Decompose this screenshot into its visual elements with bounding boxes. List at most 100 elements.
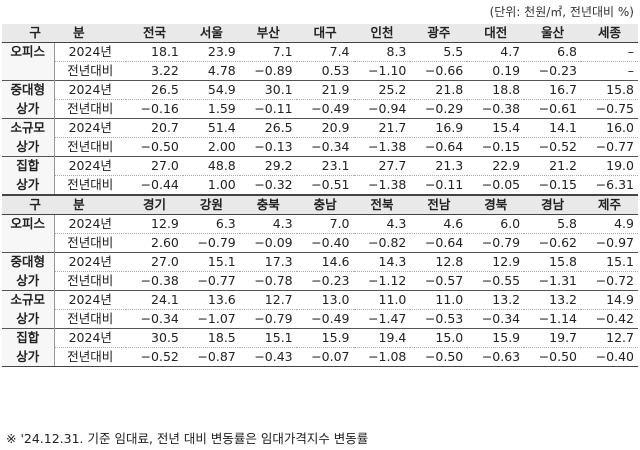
header-row: 구 분 전국 서울 부산 대구 인천 광주 대전 울산 세종 bbox=[2, 24, 638, 43]
category-label: 중대형 bbox=[2, 252, 54, 272]
rent-value: 21.3 bbox=[410, 156, 468, 176]
table-row: 전년대비 3.22 4.78 −0.89 0.53 −1.10 −0.66 0.19 −0.23… bbox=[2, 61, 638, 81]
rent-value: 12.7 bbox=[239, 290, 297, 310]
change-label: 전년대비 bbox=[53, 347, 127, 367]
region-header: 제주 bbox=[581, 194, 638, 215]
rent-value: 24.1 bbox=[126, 290, 183, 310]
rent-value: 21.2 bbox=[524, 156, 582, 176]
category-label: 상가 bbox=[2, 137, 54, 157]
change-value: −0.63 bbox=[467, 347, 525, 367]
rent-value: 30.1 bbox=[239, 80, 297, 100]
rent-value: 13.6 bbox=[182, 290, 240, 310]
region-header: 부산 bbox=[239, 24, 297, 43]
category-label bbox=[2, 233, 54, 253]
change-value: −0.05 bbox=[467, 175, 525, 196]
rent-value: 11.0 bbox=[410, 290, 468, 310]
change-label: 전년대비 bbox=[53, 99, 127, 119]
category-label: 상가 bbox=[2, 309, 54, 329]
rent-value: 14.3 bbox=[353, 252, 411, 272]
region-header: 경남 bbox=[524, 194, 582, 215]
change-value: −1.12 bbox=[353, 271, 411, 291]
change-value: 4.78 bbox=[182, 61, 240, 81]
rent-value: 6.0 bbox=[467, 214, 525, 234]
rent-value: 5.8 bbox=[524, 214, 582, 234]
rent-value: 4.3 bbox=[239, 214, 297, 234]
region-header: 강원 bbox=[182, 194, 240, 215]
change-value: −0.50 bbox=[410, 347, 468, 367]
header-row: 구 분 경기 강원 충북 충남 전북 전남 경북 경남 제주 bbox=[2, 194, 638, 215]
change-value: 2.60 bbox=[126, 233, 183, 253]
region-header: 충북 bbox=[239, 194, 297, 215]
rent-value: 26.5 bbox=[126, 80, 183, 100]
rent-value: 23.1 bbox=[296, 156, 354, 176]
table-row: 상가 전년대비 −0.38 −0.77 −0.78 −0.23 −1.12 −0.57 −0.5… bbox=[2, 271, 638, 291]
change-value: −0.40 bbox=[296, 233, 354, 253]
change-value: 0.53 bbox=[296, 61, 354, 81]
year-label: 2024년 bbox=[53, 252, 127, 272]
change-value: −1.38 bbox=[353, 137, 411, 157]
rent-value: 7.4 bbox=[296, 42, 354, 62]
change-value: −0.64 bbox=[410, 137, 468, 157]
change-value: −0.82 bbox=[353, 233, 411, 253]
table-row: 상가 전년대비 −0.52 −0.87 −0.43 −0.07 −1.08 −0.50 −0.6… bbox=[2, 347, 638, 367]
rent-value: 18.8 bbox=[467, 80, 525, 100]
region-header: 대구 bbox=[296, 24, 354, 43]
change-value: −0.38 bbox=[126, 271, 183, 291]
change-value: −0.16 bbox=[126, 99, 183, 119]
category-label: 상가 bbox=[2, 271, 54, 291]
change-value: −0.44 bbox=[126, 175, 183, 196]
change-value: – bbox=[581, 61, 638, 81]
table-row: 상가 전년대비 −0.44 1.00 −0.32 −0.51 −1.38 −0.11 −0.05… bbox=[2, 175, 638, 196]
rent-value: 21.9 bbox=[296, 80, 354, 100]
change-value: −0.29 bbox=[410, 99, 468, 119]
rent-value: 6.3 bbox=[182, 214, 240, 234]
change-value: −0.75 bbox=[581, 99, 638, 119]
rent-value: 15.9 bbox=[467, 328, 525, 348]
change-value: −0.07 bbox=[296, 347, 354, 367]
change-value: 0.19 bbox=[467, 61, 525, 81]
change-value: −0.87 bbox=[182, 347, 240, 367]
table-row: 상가 전년대비 −0.16 1.59 −0.11 −0.49 −0.94 −0.29 −0.38… bbox=[2, 99, 638, 119]
change-value: −0.49 bbox=[296, 99, 354, 119]
rent-value: 11.0 bbox=[353, 290, 411, 310]
rent-value: 20.7 bbox=[126, 118, 183, 138]
table-row: 집합 2024년 30.5 18.5 15.1 15.9 19.4 15.0 15.9 19.7 1… bbox=[2, 328, 638, 348]
change-value: −0.11 bbox=[410, 175, 468, 196]
category-header: 구 분 bbox=[2, 194, 127, 215]
change-value: −0.42 bbox=[581, 309, 638, 329]
category-label: 상가 bbox=[2, 175, 54, 196]
region-header: 인천 bbox=[353, 24, 411, 43]
rent-value: 12.7 bbox=[581, 328, 638, 348]
table-row: 소규모 2024년 20.7 51.4 26.5 20.9 21.7 16.9 15.4 14.1… bbox=[2, 118, 638, 138]
rent-value: 15.1 bbox=[581, 252, 638, 272]
rent-value: 15.1 bbox=[182, 252, 240, 272]
rent-value: 7.1 bbox=[239, 42, 297, 62]
change-value: −0.94 bbox=[353, 99, 411, 119]
category-label: 집합 bbox=[2, 156, 54, 176]
rent-value: 25.2 bbox=[353, 80, 411, 100]
category-label: 소규모 bbox=[2, 290, 54, 310]
rent-value: 4.3 bbox=[353, 214, 411, 234]
rent-value: 12.9 bbox=[467, 252, 525, 272]
rent-value: – bbox=[581, 42, 638, 62]
change-value: −0.64 bbox=[410, 233, 468, 253]
region-header: 충남 bbox=[296, 194, 354, 215]
rent-value: 15.0 bbox=[410, 328, 468, 348]
change-value: −0.89 bbox=[239, 61, 297, 81]
rent-value: 15.9 bbox=[296, 328, 354, 348]
region-header: 경기 bbox=[126, 194, 183, 215]
footnote: ※ '24.12.31. 기준 임대료, 전년 대비 변동률은 임대가격지수 변… bbox=[6, 431, 369, 446]
table-row: 소규모 2024년 24.1 13.6 12.7 13.0 11.0 11.0 13.2 13.2… bbox=[2, 290, 638, 310]
rent-value: 23.9 bbox=[182, 42, 240, 62]
rent-value: 27.0 bbox=[126, 156, 183, 176]
change-value: −0.79 bbox=[182, 233, 240, 253]
change-value: −0.77 bbox=[581, 137, 638, 157]
change-value: −1.08 bbox=[353, 347, 411, 367]
change-value: −0.23 bbox=[296, 271, 354, 291]
region-header: 전북 bbox=[353, 194, 411, 215]
category-label: 소규모 bbox=[2, 118, 54, 138]
year-label: 2024년 bbox=[53, 42, 127, 62]
rent-value: 18.5 bbox=[182, 328, 240, 348]
region-header: 대전 bbox=[467, 24, 525, 43]
year-label: 2024년 bbox=[53, 156, 127, 176]
